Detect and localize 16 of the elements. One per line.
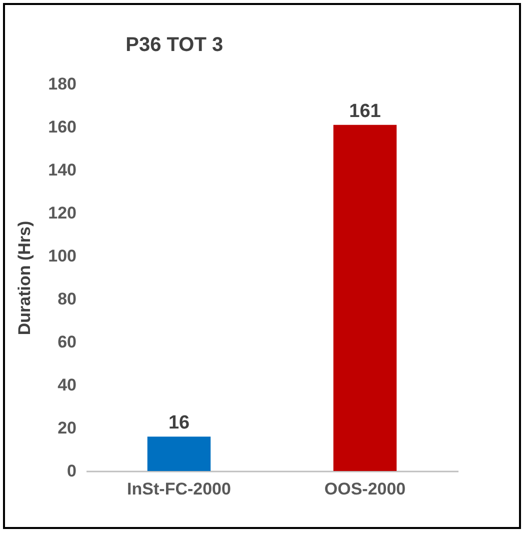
y-tick-label: 20 — [58, 418, 76, 438]
x-tick-label: InSt-FC-2000 — [127, 480, 231, 498]
data-label: 161 — [349, 100, 382, 122]
y-tick-label: 120 — [48, 204, 76, 222]
y-tick-label: 140 — [48, 160, 76, 180]
chart-title: P36 TOT 3 — [126, 34, 224, 56]
y-axis-title: Duration (Hrs) — [15, 220, 34, 336]
y-tick-label: 180 — [48, 74, 76, 94]
x-tick-label: OOS-2000 — [324, 480, 406, 498]
y-tick-label: 40 — [58, 376, 76, 394]
data-label: 16 — [168, 412, 190, 434]
y-tick-label: 0 — [67, 462, 76, 480]
y-tick-label: 80 — [58, 290, 76, 308]
y-tick-label: 100 — [48, 246, 76, 266]
y-tick-label: 60 — [58, 332, 76, 352]
y-tick-label: 160 — [48, 118, 76, 136]
